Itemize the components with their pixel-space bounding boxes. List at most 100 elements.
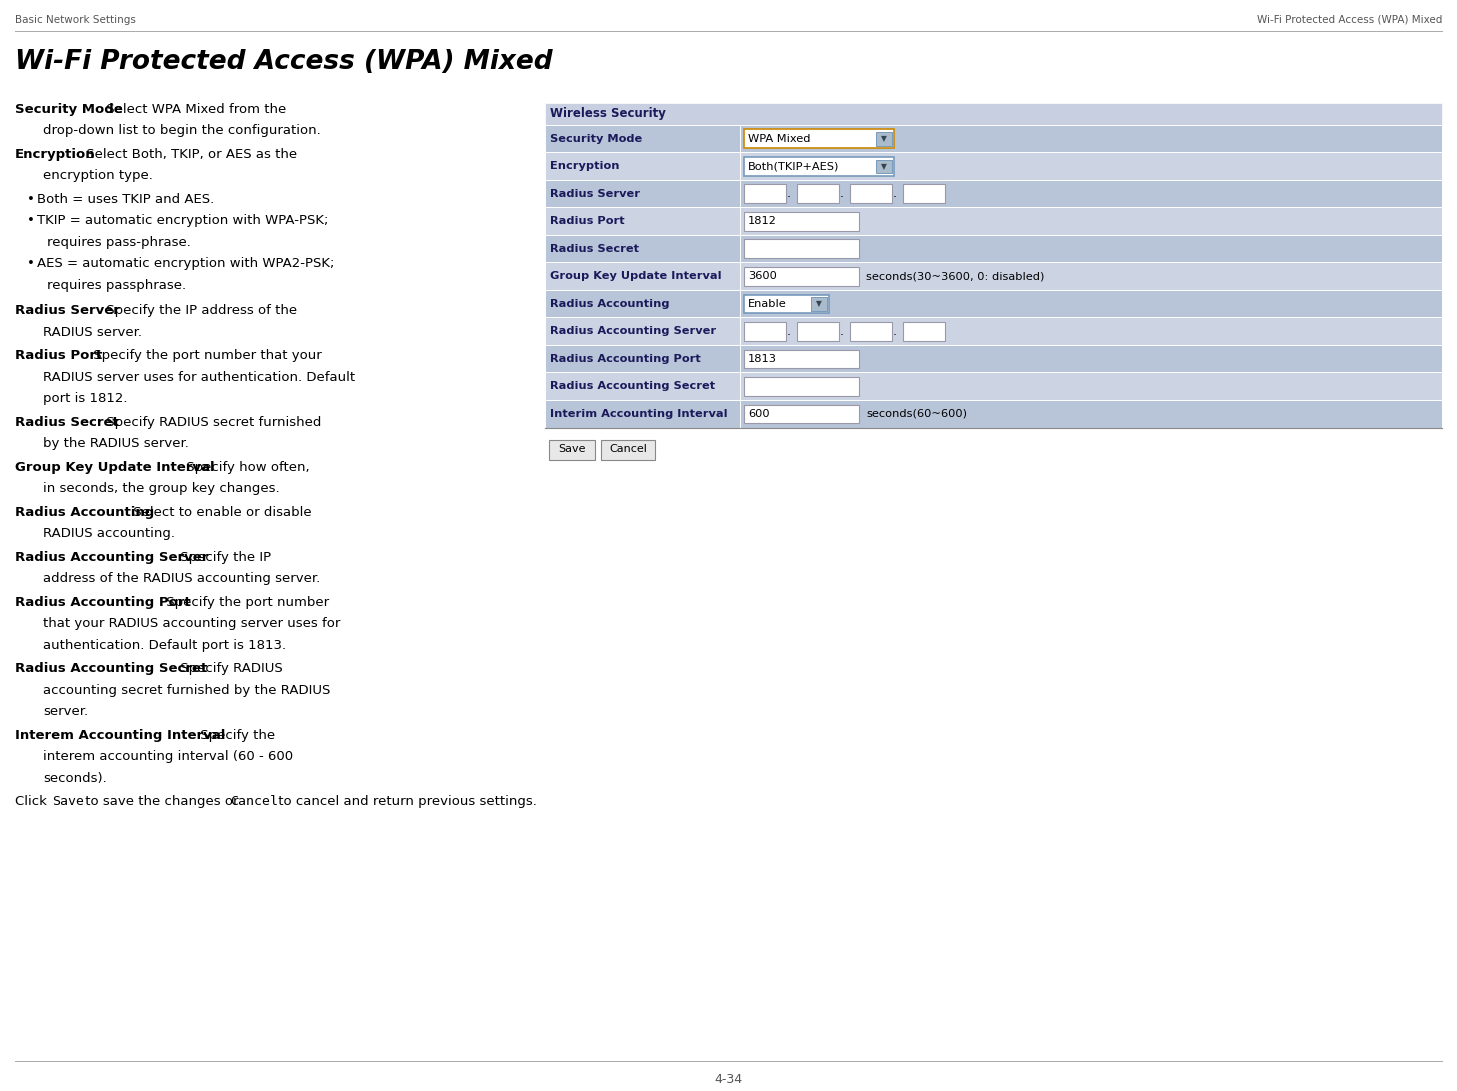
Text: Enable: Enable: [747, 299, 787, 309]
Bar: [545, 263, 740, 290]
Bar: [740, 400, 1442, 428]
Text: .: .: [839, 188, 844, 201]
Text: Radius Port: Radius Port: [15, 349, 102, 362]
Bar: [797, 322, 839, 340]
Text: Both = uses TKIP and AES.: Both = uses TKIP and AES.: [36, 193, 214, 206]
Bar: [545, 290, 740, 317]
Bar: [745, 405, 860, 423]
Text: server.: server.: [44, 706, 87, 719]
Text: Specify the port number: Specify the port number: [162, 596, 329, 609]
Bar: [545, 180, 740, 207]
Text: Radius Secret: Radius Secret: [549, 243, 640, 254]
Text: that your RADIUS accounting server uses for: that your RADIUS accounting server uses …: [44, 618, 341, 631]
Bar: [745, 295, 829, 313]
Text: Wi-Fi Protected Access (WPA) Mixed: Wi-Fi Protected Access (WPA) Mixed: [1256, 15, 1442, 25]
Text: 4-34: 4-34: [714, 1074, 743, 1086]
Text: 600: 600: [747, 409, 769, 419]
Text: to save the changes or: to save the changes or: [82, 795, 243, 808]
Text: 1812: 1812: [747, 216, 777, 226]
Bar: [545, 400, 740, 428]
Bar: [740, 125, 1442, 153]
Bar: [903, 184, 946, 203]
Text: .: .: [893, 188, 896, 201]
Text: Radius Accounting Port: Radius Accounting Port: [549, 353, 701, 363]
Text: Specify the: Specify the: [195, 729, 275, 742]
Text: interem accounting interval (60 - 600: interem accounting interval (60 - 600: [44, 751, 293, 764]
Bar: [740, 372, 1442, 400]
Bar: [903, 322, 946, 340]
Text: ▼: ▼: [816, 299, 822, 309]
Bar: [812, 297, 828, 311]
Text: Select Both, TKIP, or AES as the: Select Both, TKIP, or AES as the: [82, 148, 297, 161]
Bar: [745, 240, 860, 257]
Text: Encryption: Encryption: [15, 148, 96, 161]
Text: Security Mode: Security Mode: [15, 103, 122, 116]
Text: Group Key Update Interval: Group Key Update Interval: [549, 272, 721, 281]
Text: Radius Server: Radius Server: [549, 189, 640, 199]
Bar: [849, 184, 892, 203]
Text: Select to enable or disable: Select to enable or disable: [128, 506, 312, 519]
Text: Select WPA Mixed from the: Select WPA Mixed from the: [102, 103, 287, 116]
Text: RADIUS server.: RADIUS server.: [44, 326, 141, 339]
Bar: [876, 159, 892, 173]
Text: accounting secret furnished by the RADIUS: accounting secret furnished by the RADIU…: [44, 684, 331, 697]
Bar: [745, 349, 860, 368]
Text: seconds(30~3600, 0: disabled): seconds(30~3600, 0: disabled): [865, 272, 1045, 281]
Text: .: .: [893, 325, 896, 338]
Bar: [740, 345, 1442, 372]
Text: Interim Accounting Interval: Interim Accounting Interval: [549, 409, 727, 419]
Bar: [745, 130, 895, 148]
Bar: [740, 180, 1442, 207]
Text: authentication. Default port is 1813.: authentication. Default port is 1813.: [44, 639, 286, 652]
Text: Security Mode: Security Mode: [549, 134, 643, 144]
Text: Radius Accounting Port: Radius Accounting Port: [15, 596, 191, 609]
Text: seconds).: seconds).: [44, 772, 106, 786]
Text: Radius Accounting Server: Radius Accounting Server: [549, 326, 717, 336]
Bar: [549, 440, 594, 459]
Text: Group Key Update Interval: Group Key Update Interval: [15, 461, 214, 473]
Text: 3600: 3600: [747, 272, 777, 281]
Text: Specify RADIUS: Specify RADIUS: [176, 662, 283, 675]
Bar: [600, 440, 656, 459]
Text: •: •: [28, 215, 35, 228]
Text: •: •: [28, 193, 35, 206]
Text: 1813: 1813: [747, 353, 777, 363]
Bar: [545, 103, 1442, 125]
Text: Encryption: Encryption: [549, 161, 619, 171]
Text: Radius Accounting Secret: Radius Accounting Secret: [549, 381, 715, 392]
Text: address of the RADIUS accounting server.: address of the RADIUS accounting server.: [44, 573, 321, 586]
Text: Radius Accounting Server: Radius Accounting Server: [15, 551, 208, 564]
Text: Save: Save: [558, 444, 586, 455]
Text: Wireless Security: Wireless Security: [549, 107, 666, 120]
Text: Specify the IP: Specify the IP: [176, 551, 271, 564]
Bar: [545, 125, 740, 153]
Text: RADIUS server uses for authentication. Default: RADIUS server uses for authentication. D…: [44, 371, 356, 384]
Text: drop-down list to begin the configuration.: drop-down list to begin the configuratio…: [44, 124, 321, 137]
Bar: [745, 157, 895, 176]
Bar: [745, 377, 860, 396]
Bar: [740, 207, 1442, 235]
Text: Save: Save: [52, 795, 85, 808]
Text: Specify RADIUS secret furnished: Specify RADIUS secret furnished: [102, 416, 322, 429]
Text: in seconds, the group key changes.: in seconds, the group key changes.: [44, 482, 280, 495]
Text: Radius Server: Radius Server: [15, 304, 119, 317]
Text: Interem Accounting Interval: Interem Accounting Interval: [15, 729, 226, 742]
Text: encryption type.: encryption type.: [44, 169, 153, 182]
Text: ▼: ▼: [881, 134, 887, 143]
Bar: [740, 235, 1442, 263]
Text: Cancel: Cancel: [230, 795, 278, 808]
Bar: [545, 372, 740, 400]
Bar: [545, 207, 740, 235]
Text: Radius Port: Radius Port: [549, 216, 625, 226]
Text: Radius Accounting: Radius Accounting: [15, 506, 154, 519]
Text: requires pass-phrase.: requires pass-phrase.: [47, 236, 191, 249]
Bar: [745, 212, 860, 230]
Text: RADIUS accounting.: RADIUS accounting.: [44, 528, 175, 540]
Text: Cancel: Cancel: [609, 444, 647, 455]
Text: .: .: [787, 188, 791, 201]
Text: Radius Accounting Secret: Radius Accounting Secret: [15, 662, 207, 675]
Text: Specify how often,: Specify how often,: [182, 461, 310, 473]
Bar: [745, 322, 785, 340]
Bar: [545, 345, 740, 372]
Text: WPA Mixed: WPA Mixed: [747, 134, 810, 144]
